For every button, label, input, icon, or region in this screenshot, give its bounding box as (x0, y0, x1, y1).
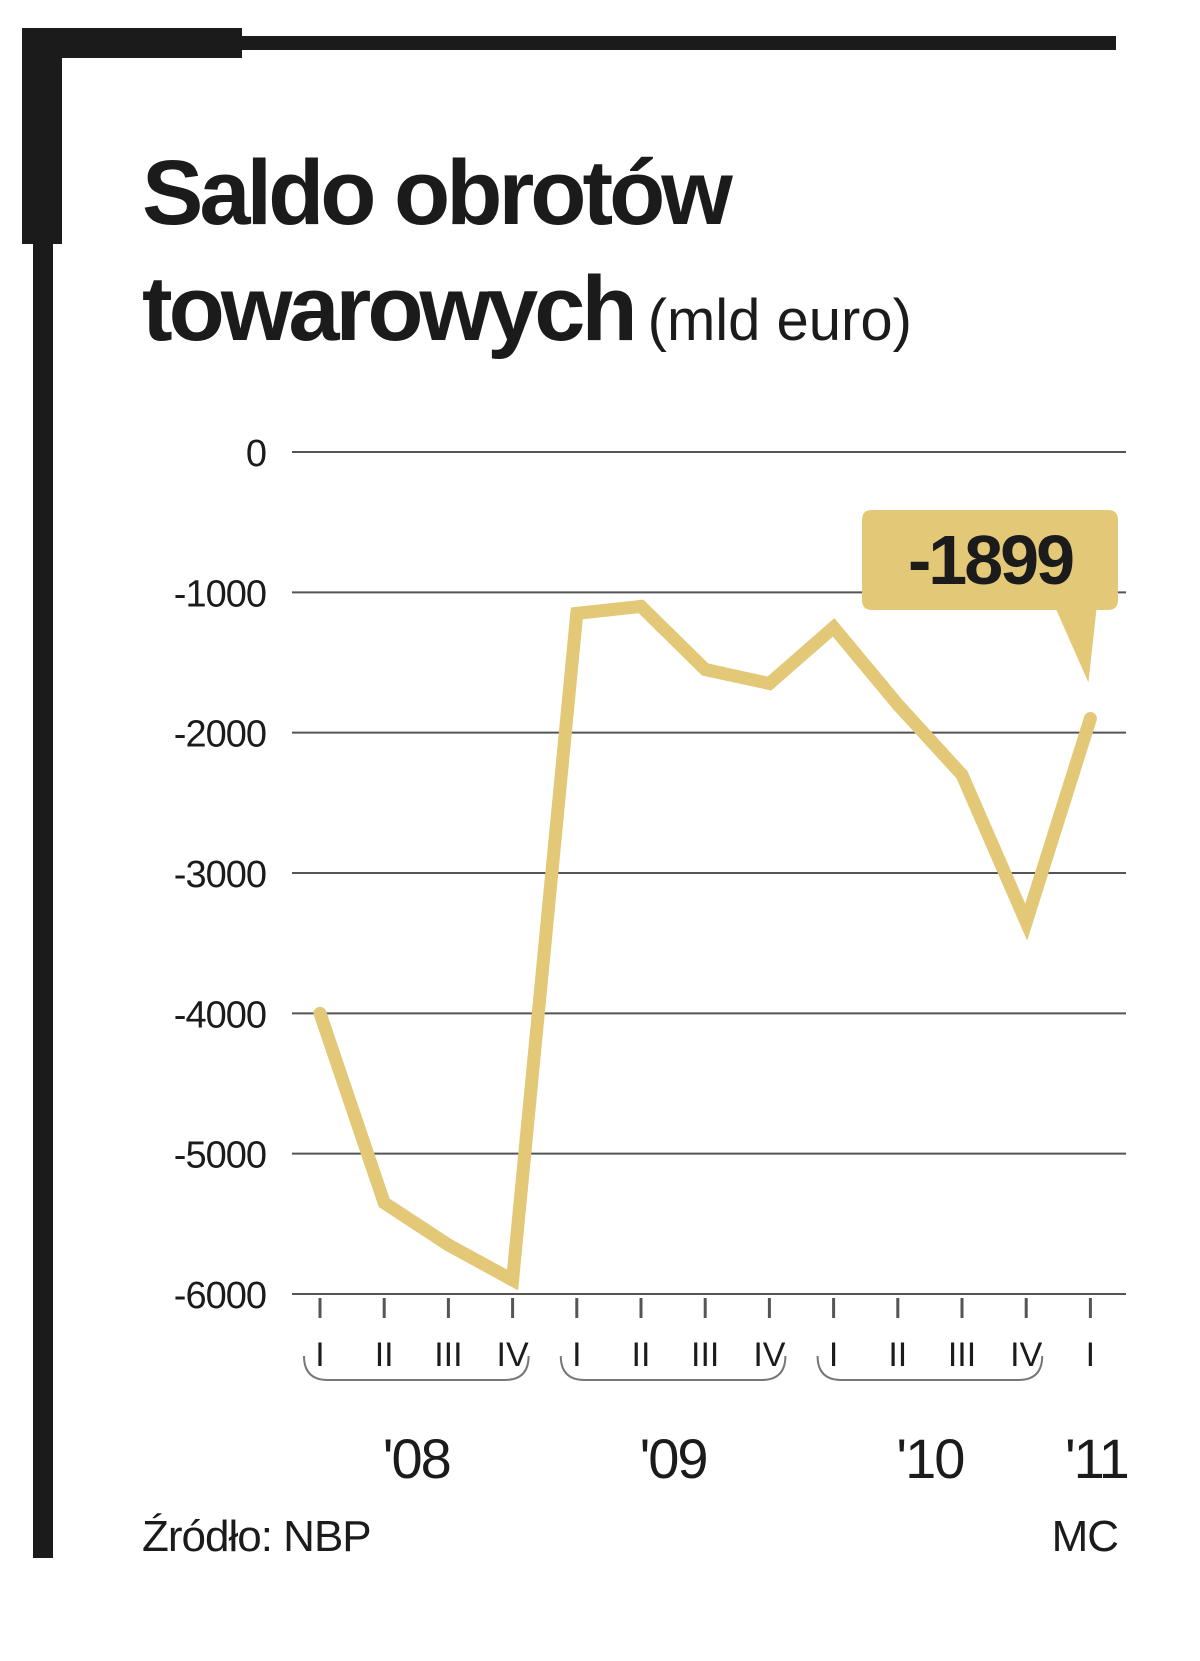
x-tick-label: I (829, 1336, 838, 1374)
x-tick-label: II (888, 1336, 907, 1374)
y-tick-label: -1000 (174, 573, 266, 615)
data-point (506, 1273, 520, 1287)
y-tick-label: -3000 (174, 854, 266, 896)
x-tick-label: III (691, 1336, 719, 1374)
y-tick-label: -6000 (174, 1275, 266, 1317)
y-tick-label: 0 (246, 433, 266, 475)
title-unit: (mld euro) (647, 288, 912, 353)
data-point (570, 606, 584, 620)
data-point (313, 1006, 327, 1020)
data-series-line (313, 599, 1097, 1291)
data-point (441, 1238, 455, 1252)
x-tick-label: IV (497, 1336, 529, 1374)
author-credit: MC (1051, 1512, 1119, 1561)
x-tick-label: III (434, 1336, 462, 1374)
frame-left-bar (33, 28, 53, 1558)
data-point (1083, 711, 1097, 725)
y-tick-label: -4000 (174, 994, 266, 1036)
y-tick-label: -5000 (174, 1135, 266, 1177)
x-tick-label: I (1086, 1336, 1095, 1374)
x-tick-label: I (572, 1336, 581, 1374)
data-point (827, 620, 841, 634)
year-label: '08 (383, 1427, 450, 1490)
x-tick-label: I (315, 1336, 324, 1374)
frame-top-bar (22, 36, 1116, 50)
x-tick-label: IV (753, 1336, 785, 1374)
x-tick-label: II (632, 1336, 651, 1374)
data-point (634, 599, 648, 613)
title-line-2: towarowych (mld euro) (142, 251, 912, 379)
x-tick-label: III (948, 1336, 976, 1374)
data-point (762, 677, 776, 691)
chart-title: Saldo obrotów towarowych (mld euro) (142, 135, 912, 379)
year-bracket (303, 1355, 530, 1381)
year-label: '09 (640, 1427, 707, 1490)
data-point (698, 663, 712, 677)
year-label: '11 (1065, 1427, 1128, 1490)
year-bracket (559, 1355, 787, 1381)
x-tick-label: II (375, 1336, 394, 1374)
data-point (891, 698, 905, 712)
data-point (955, 768, 969, 782)
y-tick-label: -2000 (174, 714, 266, 756)
source-note: Źródło: NBP (142, 1512, 372, 1561)
year-label: '10 (896, 1427, 963, 1490)
value-callout-text: -1899 (908, 521, 1073, 599)
data-point (377, 1196, 391, 1210)
x-tick-label: IV (1010, 1336, 1042, 1374)
year-bracket (816, 1355, 1044, 1381)
title-line-1: Saldo obrotów (142, 142, 733, 244)
value-callout-box (862, 510, 1118, 683)
title-line-2-text: towarowych (142, 258, 638, 360)
data-point (1019, 915, 1033, 929)
